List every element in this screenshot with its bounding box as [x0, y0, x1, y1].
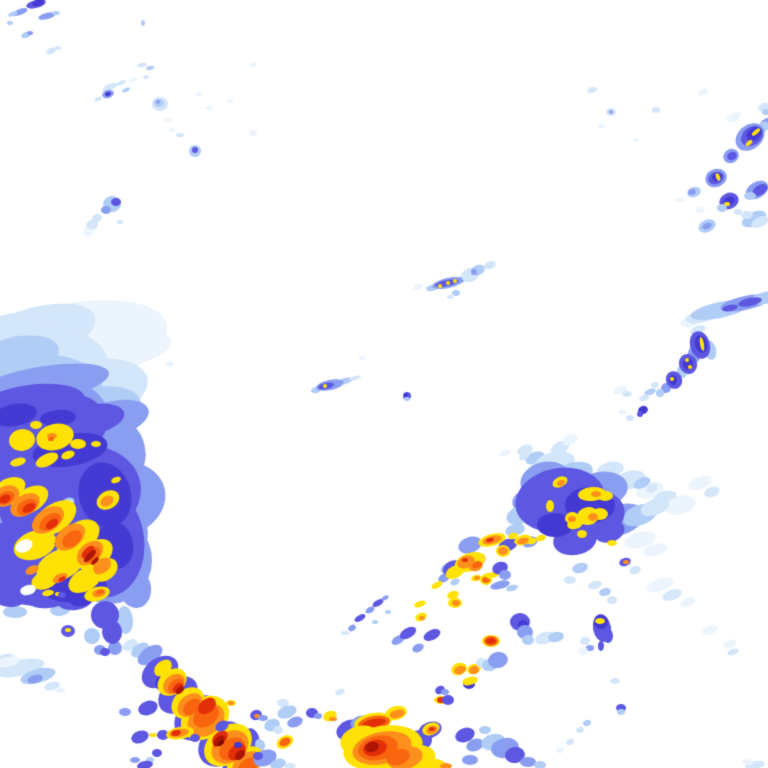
weather-radar-view	[0, 0, 768, 768]
precipitation-radar-canvas	[0, 0, 768, 768]
